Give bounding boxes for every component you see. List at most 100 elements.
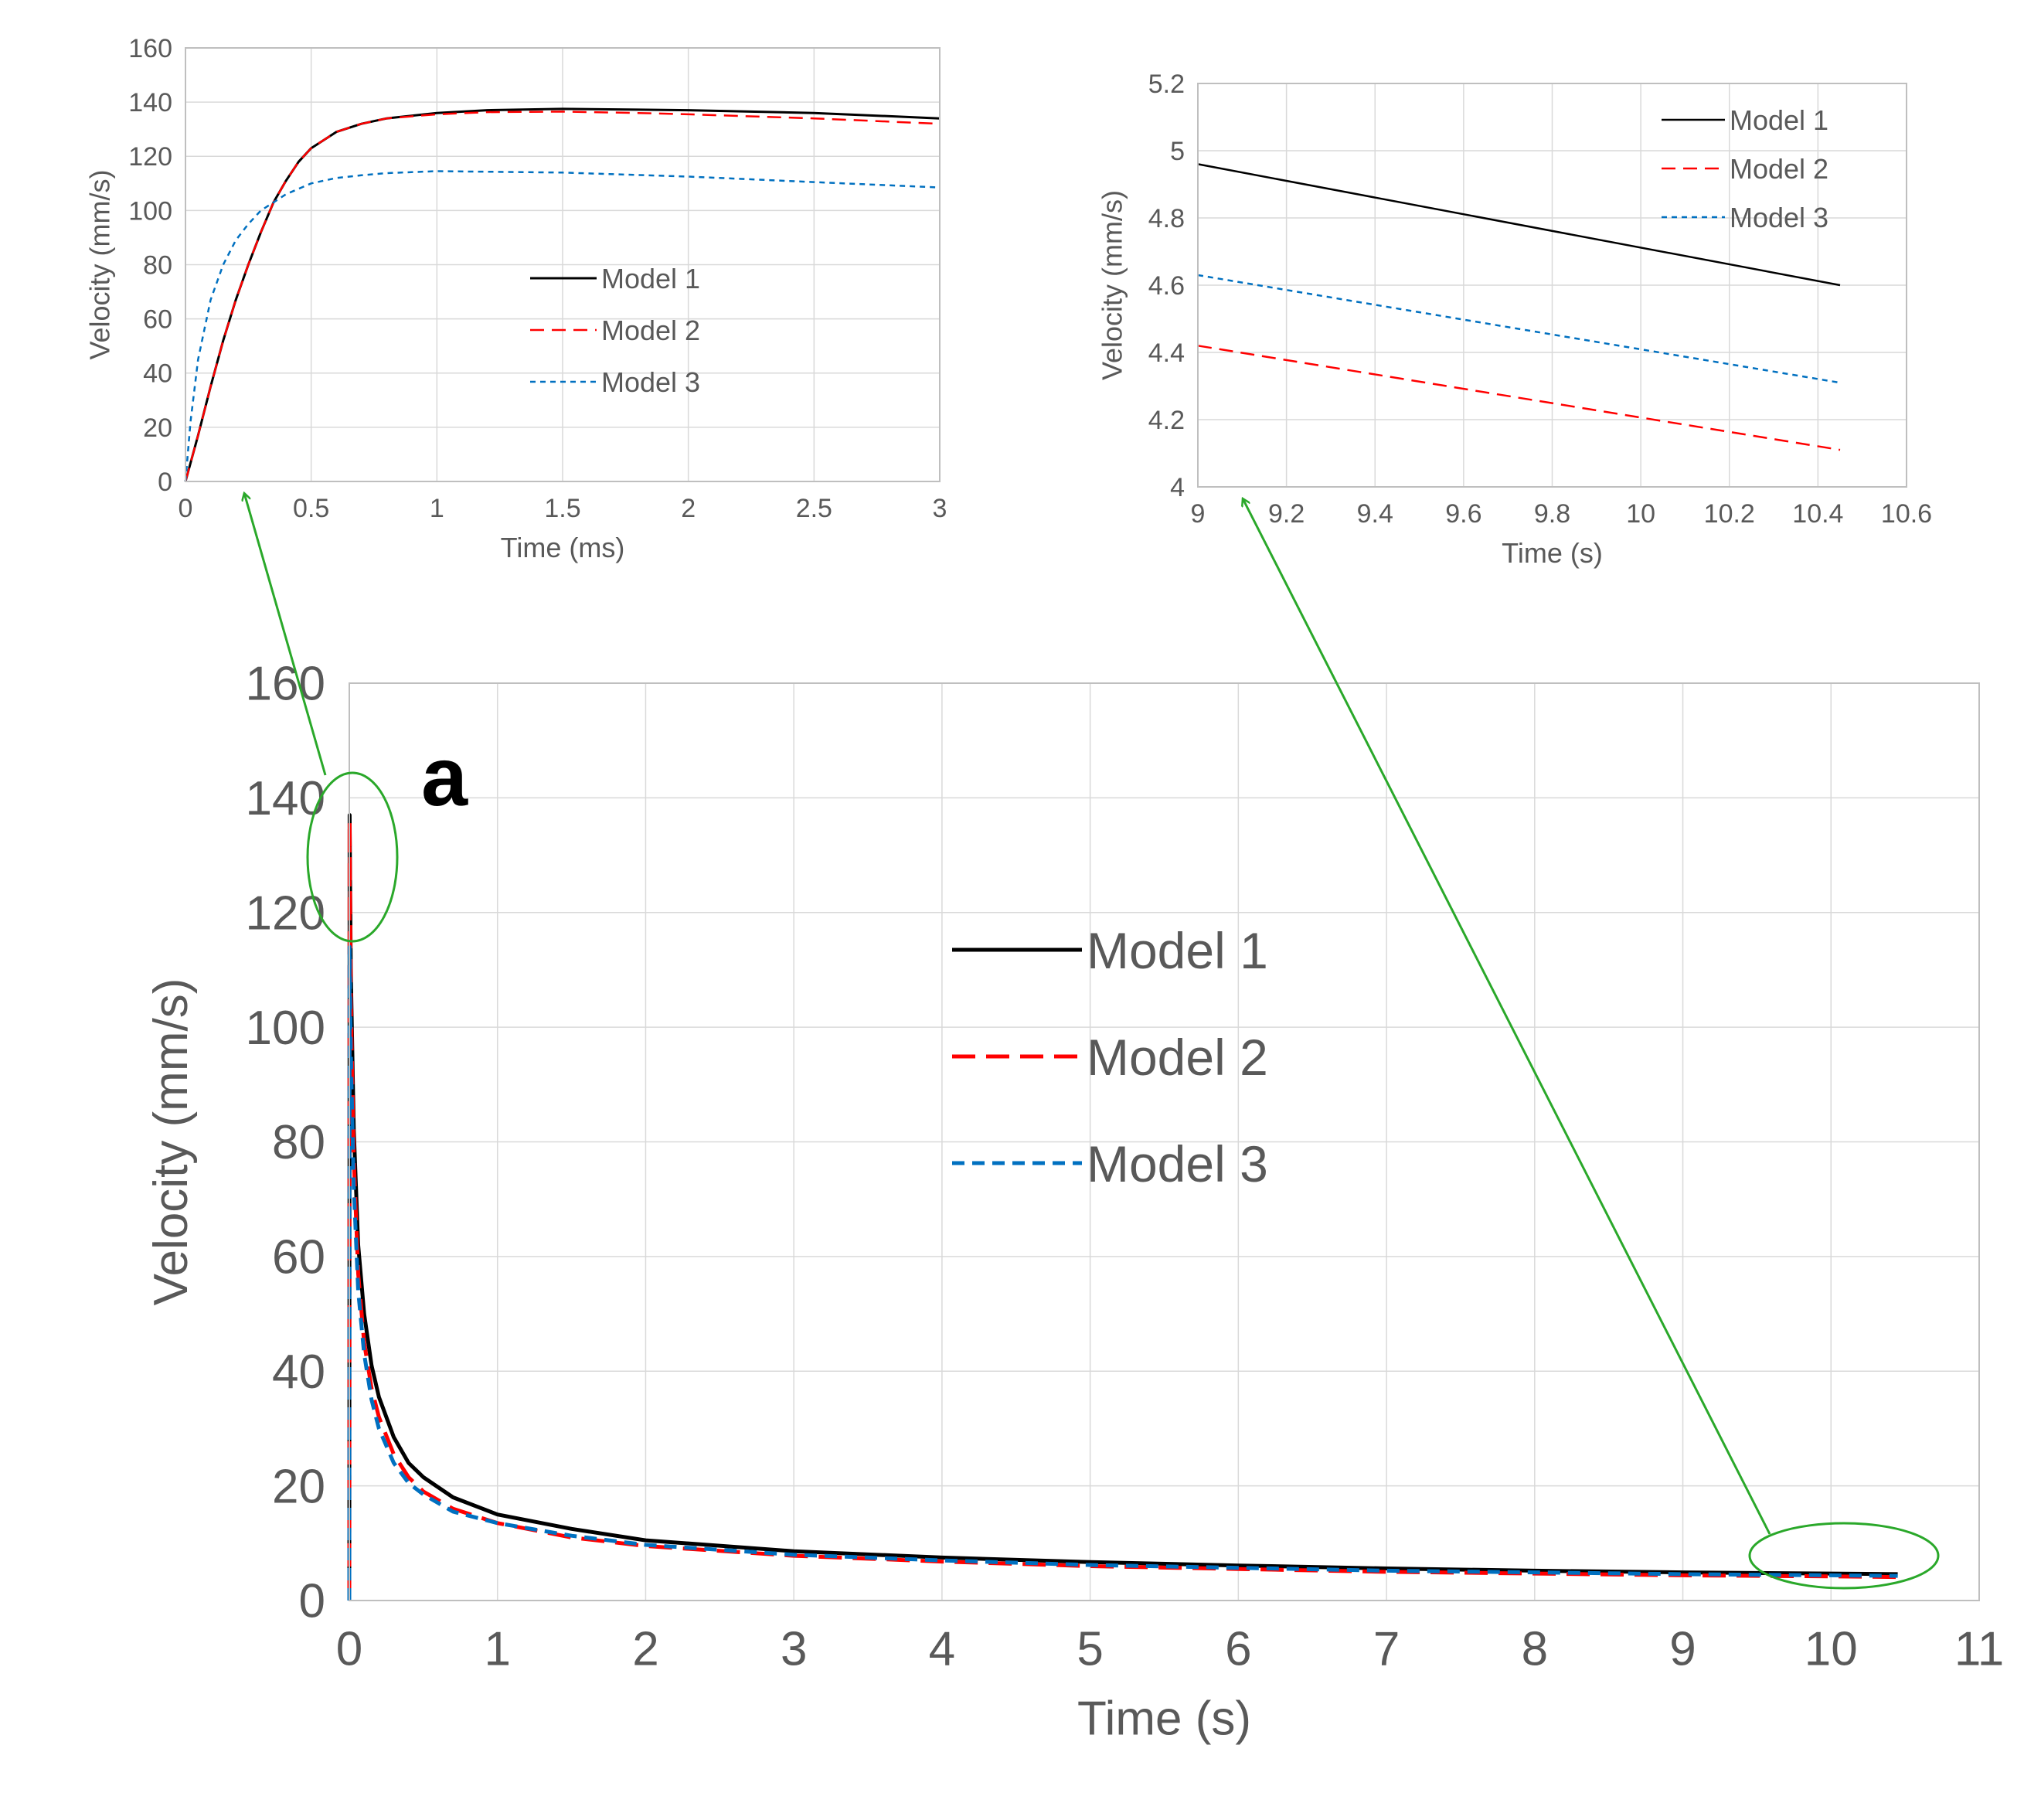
y-tick-label: 5.2 [1148, 70, 1185, 99]
legend-label-model-1: Model 1 [1730, 104, 1828, 136]
series-line-model-3 [1197, 274, 1841, 384]
x-tick-label: 5 [1077, 1623, 1103, 1676]
legend-label-model-3: Model 3 [601, 366, 700, 398]
series-line-model-3 [184, 170, 941, 482]
y-tick-label: 40 [272, 1345, 325, 1399]
zoom-annotations [244, 493, 1940, 1590]
y-tick-label: 4.4 [1148, 338, 1185, 368]
x-axis-label: Time (s) [1077, 1692, 1251, 1746]
y-tick-label: 0 [158, 468, 172, 497]
legend-label-model-2: Model 2 [1087, 1029, 1268, 1086]
y-tick-labels: 4 4.2 4.4 4.6 4.8 5 5.2 [1148, 70, 1185, 502]
y-tick-label: 80 [143, 250, 172, 280]
x-tick-label: 10 [1626, 499, 1655, 529]
x-tick-label: 11 [1954, 1623, 2004, 1676]
legend-label-model-2: Model 2 [1730, 153, 1828, 185]
x-tick-label: 3 [781, 1623, 807, 1676]
x-tick-label: 9.2 [1268, 499, 1305, 529]
y-tick-label: 60 [143, 305, 172, 335]
inset-chart-early: 0 0.5 1 1.5 2 2.5 3 0 20 40 60 80 100 120 140 160 Time… [83, 34, 947, 563]
x-tick-label: 2 [632, 1623, 658, 1676]
series-lines [184, 107, 941, 482]
x-tick-label: 10.6 [1881, 499, 1932, 529]
y-tick-label: 100 [128, 196, 172, 226]
x-tick-label: 9 [1669, 1623, 1696, 1676]
x-tick-label: 2.5 [796, 494, 832, 523]
x-tick-label: 1.5 [544, 494, 580, 523]
series-line-model-1 [347, 813, 1898, 1601]
y-tick-label: 4.2 [1148, 406, 1185, 435]
y-tick-label: 140 [128, 88, 172, 117]
x-tick-labels: 0 1 2 3 4 5 6 7 8 9 10 11 [336, 1623, 2004, 1676]
grid [1197, 83, 1907, 488]
x-tick-label: 10.4 [1792, 499, 1843, 529]
y-axis-label: Velocity (mm/s) [1096, 190, 1128, 380]
arrow-to-late-inset [1243, 498, 1771, 1535]
y-tick-labels: 0 20 40 60 80 100 120 140 160 [128, 34, 172, 497]
y-tick-label: 4.8 [1148, 204, 1185, 233]
plot-frame [1197, 83, 1907, 488]
y-tick-label: 4 [1170, 473, 1185, 502]
x-tick-label: 0 [179, 494, 193, 523]
series-line-model-1 [1197, 163, 1841, 287]
legend-label-model-2: Model 2 [601, 315, 700, 346]
x-axis-label: Time (s) [1502, 537, 1603, 569]
inset-chart-late: 9 9.2 9.4 9.6 9.8 10 10.2 10.4 10.6 4 4.2 4.4 4.6 4.… [1096, 70, 1932, 569]
series-line-model-3 [347, 944, 1898, 1601]
y-tick-label: 160 [246, 658, 325, 711]
legend-label-model-1: Model 1 [601, 263, 700, 294]
y-tick-label: 80 [272, 1116, 325, 1169]
series-lines [347, 813, 1898, 1601]
x-tick-label: 10.2 [1704, 499, 1755, 529]
y-tick-label: 20 [272, 1460, 325, 1513]
arrow-to-early-inset [244, 493, 327, 776]
x-tick-labels: 9 9.2 9.4 9.6 9.8 10 10.2 10.4 10.6 [1191, 499, 1933, 529]
x-tick-label: 0 [336, 1623, 362, 1676]
x-tick-label: 7 [1373, 1623, 1400, 1676]
x-tick-label: 3 [933, 494, 947, 523]
legend: Model 1 Model 2 Model 3 [952, 922, 1268, 1192]
x-tick-label: 4 [929, 1623, 955, 1676]
legend: Model 1 Model 2 Model 3 [1662, 104, 1828, 233]
x-tick-label: 9.6 [1445, 499, 1481, 529]
grid [349, 682, 1980, 1601]
plot-frame [185, 47, 941, 482]
plot-frame [349, 682, 1980, 1601]
x-tick-label: 9 [1191, 499, 1206, 529]
legend-label-model-3: Model 3 [1087, 1135, 1268, 1192]
x-tick-label: 9.4 [1357, 499, 1393, 529]
y-tick-label: 60 [272, 1231, 325, 1284]
x-tick-label: 1 [430, 494, 444, 523]
series-line-model-2 [184, 111, 941, 482]
x-axis-label: Time (ms) [501, 532, 625, 563]
y-tick-label: 40 [143, 359, 172, 389]
x-tick-label: 6 [1225, 1623, 1251, 1676]
y-tick-label: 0 [299, 1575, 325, 1628]
y-axis-label: Velocity (mm/s) [145, 978, 198, 1306]
series-line-model-2 [1197, 345, 1841, 451]
panel-label: a [421, 730, 468, 823]
x-tick-label: 9.8 [1534, 499, 1570, 529]
x-tick-labels: 0 0.5 1 1.5 2 2.5 3 [179, 494, 947, 523]
legend-label-model-1: Model 1 [1087, 922, 1268, 979]
legend: Model 1 Model 2 Model 3 [530, 263, 700, 398]
y-tick-label: 120 [128, 142, 172, 172]
ellipse-early [306, 771, 399, 943]
x-tick-label: 0.5 [293, 494, 329, 523]
x-tick-label: 8 [1522, 1623, 1548, 1676]
y-tick-label: 5 [1170, 137, 1185, 166]
y-tick-label: 160 [128, 34, 172, 63]
x-tick-label: 1 [484, 1623, 510, 1676]
x-tick-label: 10 [1805, 1623, 1858, 1676]
y-tick-label: 100 [246, 1002, 325, 1055]
y-tick-label: 4.6 [1148, 271, 1185, 301]
grid [185, 47, 941, 482]
series-lines [1197, 163, 1841, 451]
legend-label-model-3: Model 3 [1730, 202, 1828, 233]
y-tick-label: 20 [143, 413, 172, 443]
ellipse-late [1748, 1522, 1940, 1590]
x-tick-label: 2 [681, 494, 696, 523]
